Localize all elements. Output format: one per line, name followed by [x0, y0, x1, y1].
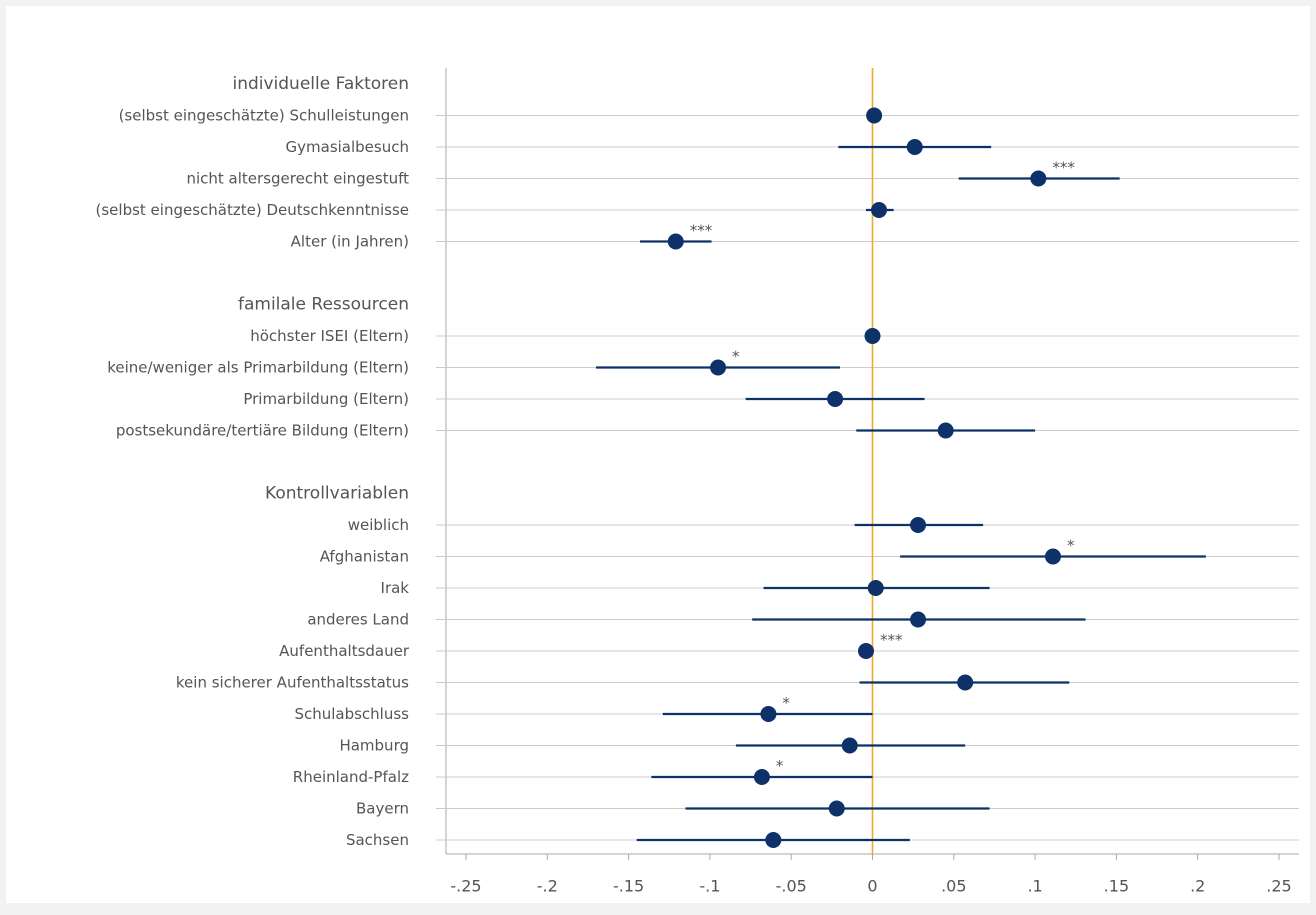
row-label: Hamburg — [339, 737, 409, 755]
coefficient-point — [866, 107, 883, 124]
row-label: keine/weniger als Primarbildung (Eltern) — [107, 359, 409, 377]
coefficient-point — [1044, 548, 1061, 565]
coefficient-point — [710, 359, 727, 376]
row-label: Gymasialbesuch — [286, 138, 409, 156]
coefficient-point — [841, 737, 858, 754]
row-label: weiblich — [348, 516, 409, 534]
row-label: postsekundäre/tertiäre Bildung (Eltern) — [116, 422, 409, 440]
significance-marker: * — [732, 348, 740, 366]
coefficient-point — [765, 832, 782, 848]
row-label: Sachsen — [346, 831, 409, 849]
x-tick-label: .1 — [1027, 877, 1042, 896]
coefficient-point — [867, 580, 884, 596]
row-label: Schulabschluss — [294, 705, 409, 723]
row-label: (selbst eingeschätzte) Deutschkenntnisse — [96, 201, 410, 219]
x-tick-label: .2 — [1190, 877, 1205, 896]
coefficient-point — [667, 233, 684, 250]
row-label: anderes Land — [307, 611, 409, 629]
group-heading: Kontrollvariablen — [265, 484, 409, 504]
row-label: kein sicherer Aufenthaltsstatus — [176, 674, 409, 692]
coefficient-point — [828, 800, 845, 817]
row-label: Primarbildung (Eltern) — [243, 390, 409, 408]
row-label: nicht altersgerecht eingestuft — [186, 170, 409, 188]
coefficient-point — [1030, 170, 1047, 187]
coefficient-point — [957, 674, 974, 691]
coefficient-point — [937, 422, 954, 439]
significance-marker: *** — [1052, 159, 1075, 177]
coefficient-plot: individuelle Faktoren (selbst eingeschätz… — [96, 68, 1299, 896]
row-label: (selbst eingeschätzte) Schulleistungen — [119, 107, 409, 125]
coefficient-point — [760, 706, 777, 722]
coefficient-point — [864, 328, 881, 344]
chart-panel: individuelle Faktoren (selbst eingeschätz… — [6, 6, 1310, 903]
coefficient-point — [753, 769, 770, 785]
row-label: Afghanistan — [320, 548, 409, 566]
x-tick-label: 0 — [867, 877, 877, 896]
group-heading: individuelle Faktoren — [232, 74, 409, 94]
x-tick-label: -.1 — [699, 877, 720, 896]
row-label: Bayern — [356, 800, 409, 818]
significance-marker: * — [776, 757, 784, 775]
x-tick-label: .25 — [1266, 877, 1291, 896]
coefficient-point — [857, 643, 874, 659]
x-tick-label: -.15 — [613, 877, 644, 896]
significance-marker: *** — [690, 222, 713, 240]
coefficient-point — [906, 139, 923, 155]
coefficient-point — [827, 391, 844, 407]
x-tick-label: -.2 — [537, 877, 558, 896]
coefficient-point — [910, 611, 927, 628]
x-tick-label: -.25 — [450, 877, 481, 896]
significance-marker: * — [782, 694, 790, 712]
x-tick-label: -.05 — [776, 877, 807, 896]
x-tick-label: .05 — [941, 877, 966, 896]
row-label: Aufenthaltsdauer — [279, 642, 410, 660]
significance-marker: *** — [880, 631, 903, 649]
coefficient-point — [910, 517, 927, 533]
significance-marker: * — [1067, 537, 1075, 555]
row-label: Irak — [381, 579, 410, 597]
group-heading: familale Ressourcen — [238, 295, 409, 315]
coefficient-point — [871, 202, 888, 218]
x-tick-label: .15 — [1104, 877, 1129, 896]
row-label: höchster ISEI (Eltern) — [250, 327, 409, 345]
row-label: Alter (in Jahren) — [291, 233, 409, 251]
row-label: Rheinland-Pfalz — [293, 768, 409, 786]
